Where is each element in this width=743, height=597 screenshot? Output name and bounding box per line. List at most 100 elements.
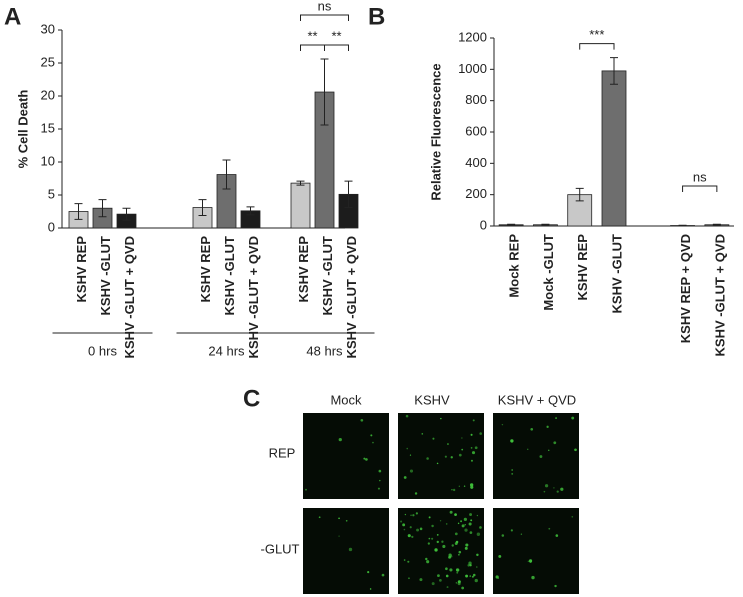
cell-dot [571, 516, 574, 518]
cell-dot [449, 568, 453, 572]
cell-dot [461, 524, 465, 528]
y-tick-label: 10 [41, 153, 55, 168]
cell-dot [543, 490, 546, 493]
cell-dot [548, 449, 550, 452]
cell-dot [451, 544, 454, 547]
cell-dot [379, 479, 381, 482]
cell-dot [470, 519, 473, 522]
cell-dot [425, 557, 428, 561]
x-tick-label: KSHV -GLUT + QVD [712, 234, 727, 356]
cell-dot [475, 566, 478, 568]
cell-dot [511, 469, 514, 471]
column-label: KSHV + QVD [498, 392, 576, 407]
cell-dot [555, 417, 557, 420]
cell-dot [457, 582, 461, 586]
cell-dot [470, 459, 473, 462]
cell-dot [472, 419, 475, 422]
cell-dot [560, 487, 564, 491]
cell-dot [432, 437, 435, 440]
x-tick-label: KSHV -GLUT [609, 234, 624, 314]
x-tick-label: KSHV REP + QVD [678, 234, 693, 343]
x-tick-label: KSHV REP [575, 234, 590, 301]
cell-dot [305, 488, 307, 491]
cell-dot [554, 584, 557, 588]
cell-dot [469, 531, 473, 535]
y-tick-label: 600 [465, 123, 487, 138]
y-tick-label: 1000 [458, 61, 487, 76]
error-bar [296, 180, 305, 186]
cell-dot [434, 548, 438, 552]
x-tick-label: Mock REP [507, 234, 522, 298]
x-tick-label: KSHV -GLUT [222, 236, 237, 316]
cell-dot [405, 414, 409, 418]
cell-dot [427, 542, 430, 545]
x-tick-label: KSHV REP [198, 236, 213, 303]
cell-dot [455, 540, 459, 544]
significance-label: *** [589, 27, 604, 42]
cell-dot [411, 535, 414, 538]
cell-dot [419, 527, 423, 531]
cell-dot [378, 469, 382, 473]
y-tick-label: 15 [41, 120, 55, 135]
cell-dot [511, 472, 514, 475]
error-bar [98, 199, 107, 218]
cell-dot [408, 577, 410, 580]
cell-dot [555, 534, 559, 537]
cell-dot [546, 425, 549, 428]
x-tick-label: KSHV -GLUT [98, 236, 113, 316]
cell-dot [476, 514, 479, 517]
cell-dot [360, 418, 364, 422]
cell-dot [474, 578, 478, 583]
cell-dot [363, 457, 366, 460]
cell-dot [409, 469, 414, 473]
cell-dot [455, 568, 459, 571]
cell-dot [414, 492, 418, 495]
cell-dot [460, 520, 463, 523]
cell-dot [410, 514, 412, 516]
y-tick-label: 1200 [458, 29, 487, 44]
y-tick-label: 0 [480, 217, 487, 232]
error-bar [507, 223, 516, 226]
cell-dot [426, 457, 429, 460]
cell-dot [495, 575, 499, 579]
cell-dot [539, 455, 543, 458]
significance-label: ** [307, 28, 317, 43]
cell-dot [468, 522, 472, 526]
panel-label: A [4, 3, 21, 30]
group-label: 24 hrs [208, 343, 245, 358]
cell-dot [421, 432, 424, 435]
cell-dot [472, 573, 476, 577]
cell-dot [404, 513, 407, 516]
cell-dot [461, 586, 465, 590]
micrograph [398, 413, 484, 499]
micrographs [303, 413, 579, 594]
cell-dot [338, 517, 340, 520]
cell-dot [456, 571, 459, 574]
cell-dot [465, 574, 469, 578]
cell-dot [464, 528, 468, 532]
cell-dot [469, 483, 474, 487]
cell-dot [553, 441, 557, 445]
x-tick-label: KSHV -GLUT + QVD [344, 236, 359, 358]
cell-dot [501, 423, 504, 426]
cell-dot [415, 512, 418, 515]
cell-dot [556, 490, 559, 493]
bar [290, 182, 311, 229]
significance-bracket [682, 185, 718, 192]
error-bar [610, 57, 618, 85]
error-bar [541, 223, 550, 226]
cell-dot [436, 534, 439, 536]
y-tick-label: 5 [48, 186, 55, 201]
cell-dot [403, 528, 406, 531]
cell-dot [403, 559, 406, 561]
cell-dot [530, 427, 534, 431]
cell-dot [439, 520, 442, 522]
panel-label: B [368, 3, 385, 30]
cell-dot [520, 533, 523, 535]
cell-dot [445, 523, 448, 525]
cell-dot [369, 588, 372, 590]
micrograph [303, 413, 389, 499]
error-bar [246, 206, 255, 216]
column-label: KSHV [414, 392, 450, 407]
cell-dot [501, 534, 505, 537]
